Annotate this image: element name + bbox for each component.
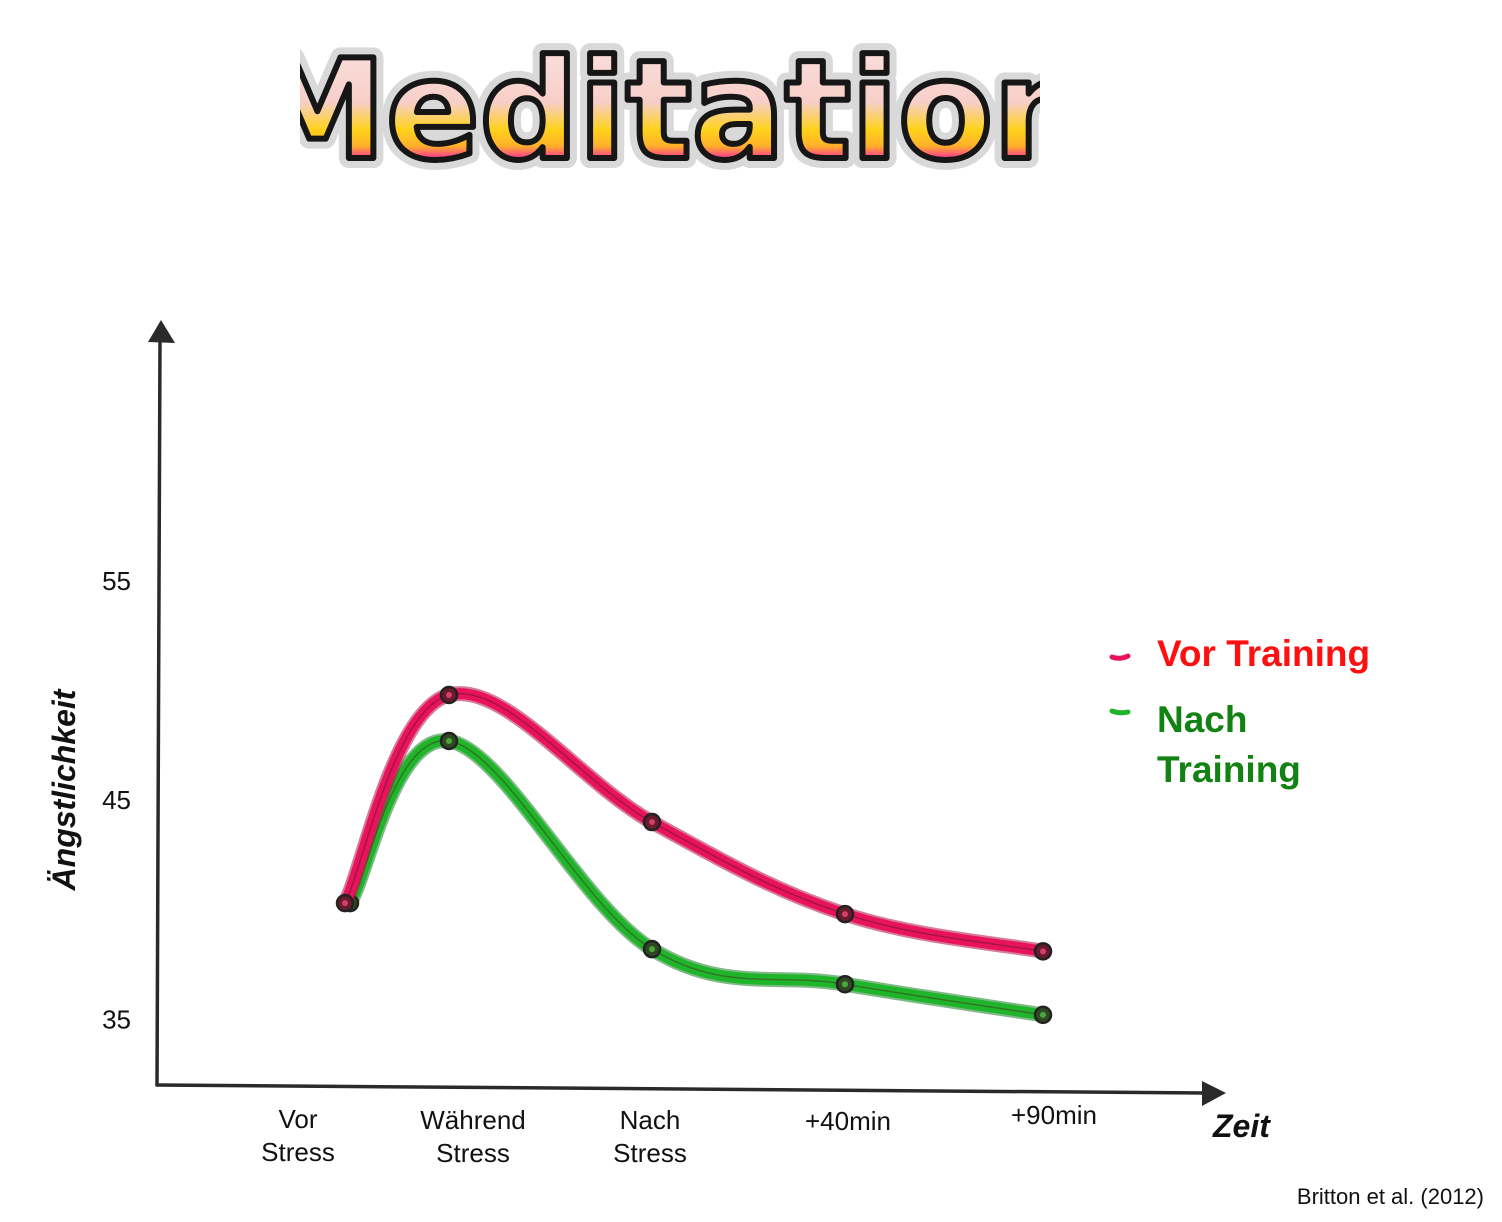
series-vor-training [335,685,1053,961]
x-tick-label: +40min [805,1106,891,1136]
legend-label-nach-training-line1: Nach [1157,699,1247,740]
series-line-core [344,692,1044,953]
y-axis [155,338,162,1087]
legend-label-vor-training: Vor Training [1157,633,1370,674]
legend-swatch-vor-training [1109,653,1131,661]
legend-swatch-nach-training [1109,708,1131,716]
y-axis-arrow [148,320,175,343]
data-point-center [842,981,848,988]
source-credit: Britton et al. (2012) [1296,1184,1484,1209]
data-point-center [1040,1011,1046,1018]
x-axis-arrow [1202,1081,1226,1106]
y-tick-label: 55 [102,566,131,596]
data-point-center [842,911,848,918]
series-layer [335,685,1053,1025]
legend-label-nach-training: Nach Training [1157,699,1301,790]
y-tick-labels: 35 45 55 [102,566,131,1034]
x-tick-label-line: +40min [805,1106,891,1136]
data-point-center [649,946,655,953]
x-axis-title: Zeit [1212,1108,1271,1144]
logo-text: Meditation [300,30,1040,191]
x-tick-label-line: Während [420,1105,526,1135]
series-line-core [349,740,1044,1016]
x-tick-label-line: Stress [261,1137,335,1167]
series-line [344,735,1049,1021]
data-point-center [446,691,452,698]
x-tick-label-line: Stress [436,1138,510,1168]
x-tick-label: Vor Stress [261,1104,335,1167]
meditation-logo: Meditation Meditation [300,20,1040,201]
x-tick-label: Nach Stress [613,1105,687,1168]
x-tick-label: Während Stress [420,1105,526,1168]
x-tick-label-line: +90min [1011,1100,1097,1130]
x-tick-label: +90min [1011,1100,1097,1130]
y-axis-title: Ängstlichkeit [46,688,82,891]
logo-text-outline: Meditation [300,30,1040,191]
y-tick-label: 35 [102,1004,131,1034]
x-axis [155,1083,1207,1095]
x-tick-label-line: Vor [278,1104,317,1134]
y-tick-label: 45 [102,785,131,815]
legend: Vor Training Nach Training [1109,633,1370,790]
x-tick-label-line: Stress [613,1138,687,1168]
data-point-center [342,900,348,907]
series-nach-training [340,731,1053,1025]
legend-label-nach-training-line2: Training [1157,749,1301,790]
data-point-center [1040,948,1046,955]
data-point-center [446,737,452,744]
data-point-center [649,819,655,826]
x-tick-label-line: Nach [620,1105,681,1135]
